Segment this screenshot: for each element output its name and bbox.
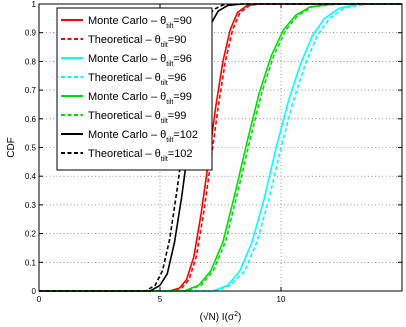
legend-entry: Monte Carlo – θtilt=90 [88,15,192,30]
axis-ticks: 0 5 10 0 0.1 0.2 0.3 0.4 0.5 0.6 0.7 0.8 0.9 1 [25,0,402,304]
legend-entry: Monte Carlo – θtilt=96 [88,53,192,68]
legend-entry: Theoretical – θtilt=102 [88,148,193,163]
x-tick-label: 10 [277,295,286,304]
y-tick-label: 0.8 [25,57,37,66]
y-tick-label: 0.2 [25,230,37,239]
legend-entry: Theoretical – θtilt=90 [88,34,186,49]
legend: Monte Carlo – θtilt=90 Theoretical – θtil… [56,7,213,171]
y-tick-label: 0.7 [25,86,37,95]
legend-entry: Theoretical – θtilt=99 [88,110,186,125]
series-line-theory-99 [39,3,402,292]
y-tick-label: 0.5 [25,144,37,153]
y-tick-label: 0 [32,287,37,296]
legend-entry: Theoretical – θtilt=96 [88,72,186,87]
series-line-mc-96 [39,3,402,292]
x-tick-label: 5 [158,295,163,304]
legend-box [56,7,213,171]
series-line-theory-90 [39,3,402,292]
series-line-mc-99 [39,3,402,292]
y-tick-label: 0.1 [25,258,37,267]
x-axis-label: (√N) I(σ2) [200,311,242,323]
legend-entry: Monte Carlo – θtilt=99 [88,91,192,106]
legend-entry: Monte Carlo – θtilt=102 [88,129,198,144]
x-tick-label: 0 [37,295,42,304]
y-tick-label: 0.3 [25,201,37,210]
series-line-theory-96 [39,3,402,292]
series-line-theory-102 [39,3,402,292]
y-axis-label: CDF [6,137,17,158]
y-tick-label: 0.9 [25,29,37,38]
y-tick-label: 0.6 [25,115,37,124]
y-tick-label: 1 [32,0,37,9]
y-tick-label: 0.4 [25,172,37,181]
